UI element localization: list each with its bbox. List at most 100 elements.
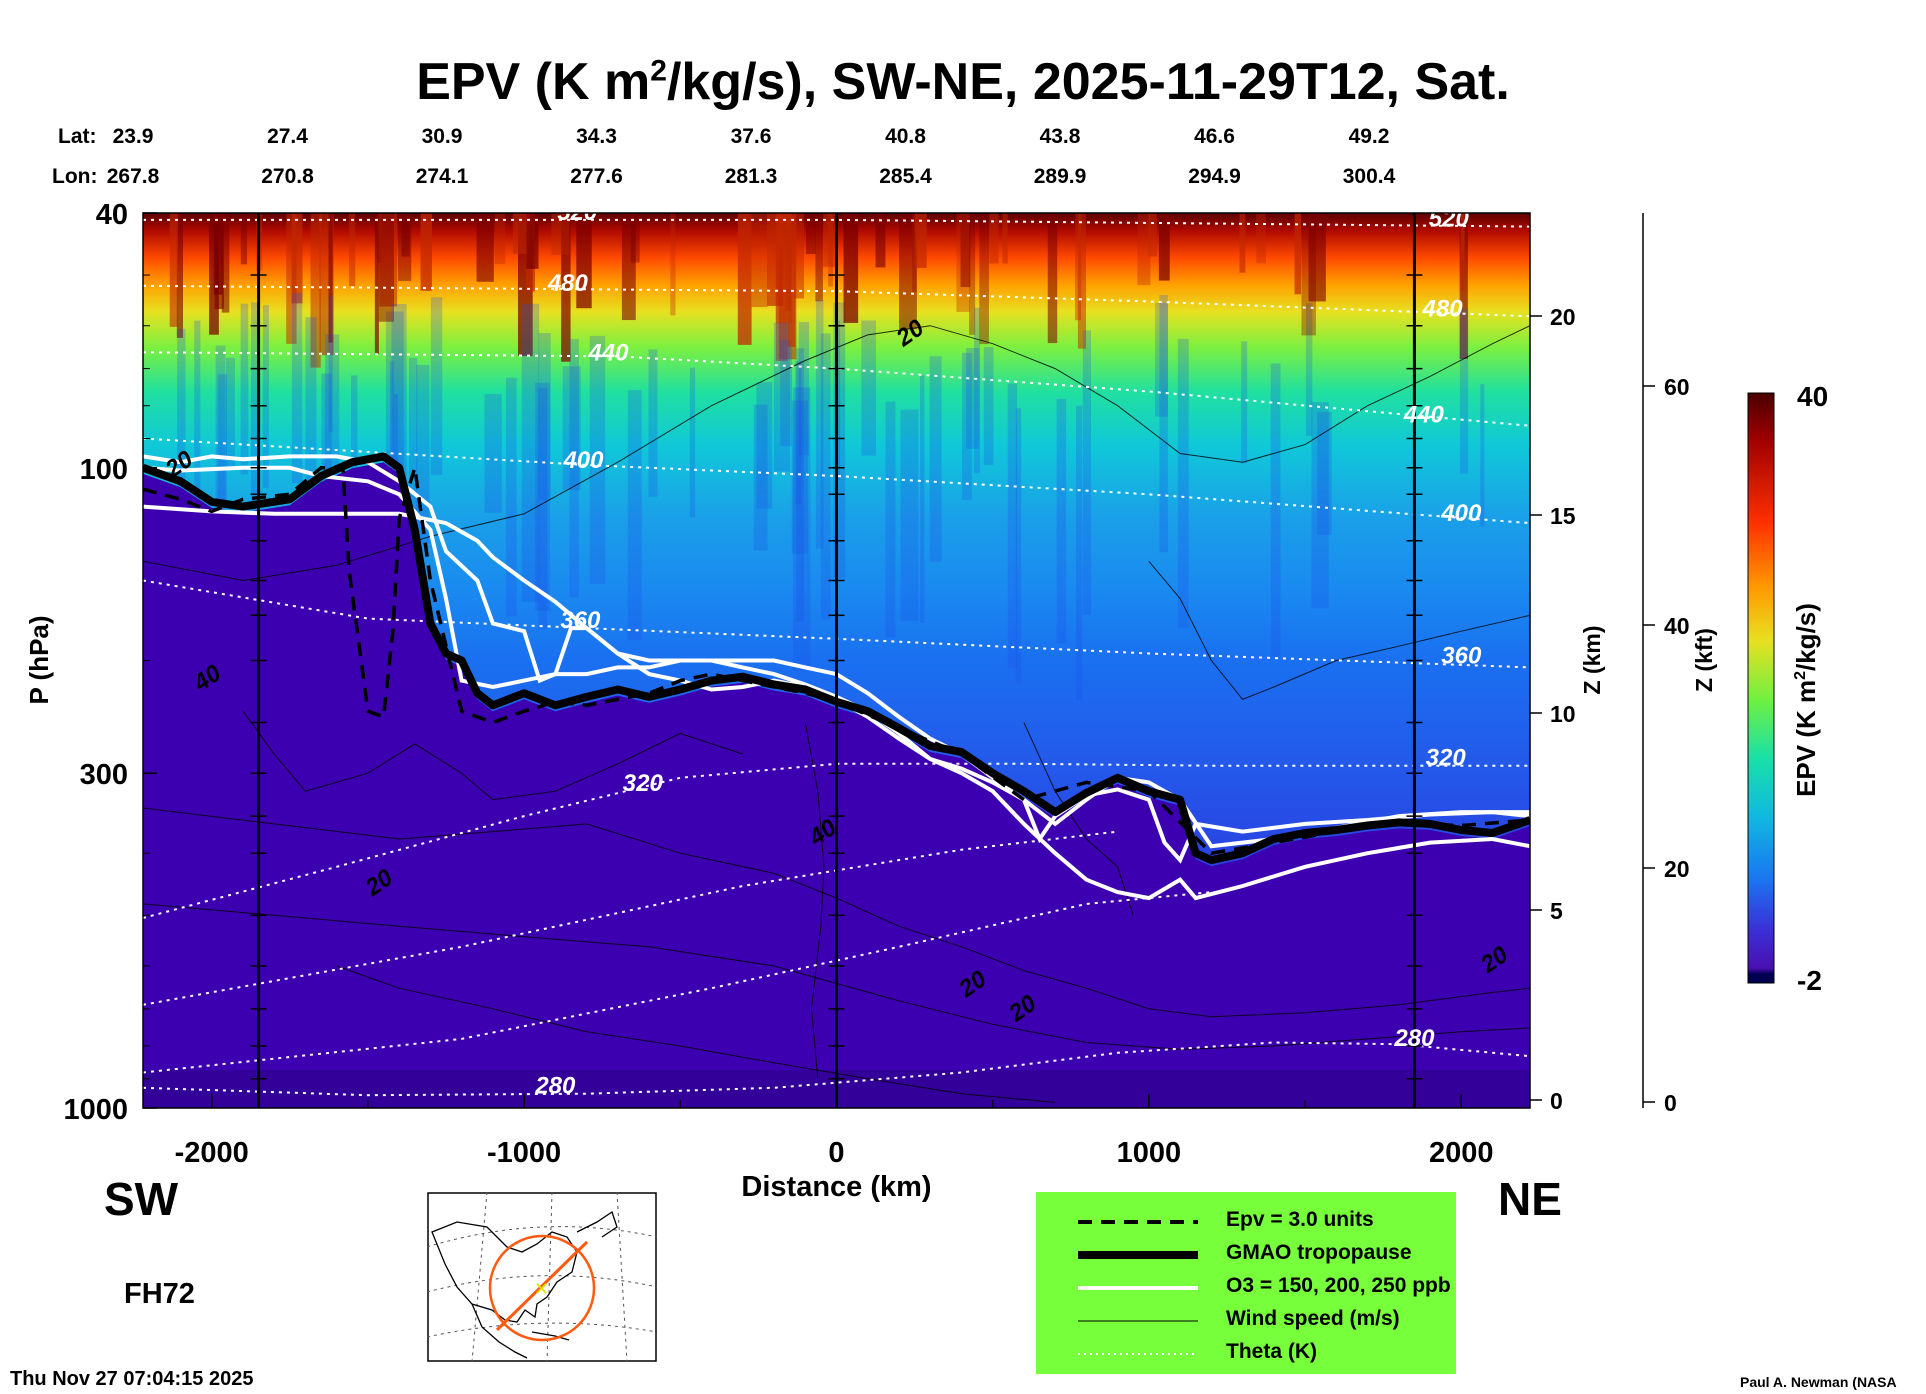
epv-streak [787,213,796,347]
theta-label: 280 [534,1073,576,1100]
epv-streak [756,382,773,509]
theta-contour [143,437,1530,525]
epv-streak [538,333,551,501]
ne-direction: NE [1498,1173,1562,1225]
epv-streak [538,387,548,630]
theta-label: 360 [560,607,601,634]
epv-streak [792,387,811,671]
epv-streak [806,213,816,255]
epv-streak [737,213,752,345]
epv-streak [551,213,570,255]
map-frame [427,1192,657,1362]
lon-value: 274.1 [415,165,469,188]
epv-streak [815,300,824,549]
lon-value: 294.9 [1188,165,1241,188]
lat-value: 27.4 [267,125,308,148]
lon-value: 289.9 [1033,165,1087,188]
theta-label: 360 [1441,642,1482,669]
epv-streak [969,213,976,335]
epv-streak [1460,213,1465,291]
y-tick-label: 300 [80,759,128,791]
colorbar-min-label: -2 [1797,965,1822,996]
epv-streak [484,393,502,513]
epv-streak [221,213,230,313]
epv-streak [1002,213,1008,264]
epv-streak [1137,213,1151,286]
epv-streak [1480,384,1485,527]
epv-streak [476,213,494,282]
epv-streak [251,302,258,524]
epv-streak [1305,303,1313,436]
theta-label: 400 [562,447,604,474]
legend-box: Epv = 3.0 units GMAO tropopause O3 = 150… [1036,1192,1456,1374]
lon-value: 300.4 [1342,165,1396,188]
epv-streak [1047,213,1058,344]
epv-streak [820,333,831,620]
epv-streak [1077,213,1087,349]
epv-streak [974,307,981,473]
lat-value: 49.2 [1348,125,1390,148]
epv-streak [1155,302,1168,417]
epv-streak [929,356,942,562]
epv-streak [215,345,226,545]
legend-epv-label: Epv = 3.0 units [1226,1208,1374,1231]
y-tick-label: 100 [80,454,128,486]
epv-streak [767,213,784,306]
author-credit: Paul A. Newman (NASA [1740,1374,1897,1390]
lat-value: 43.8 [1039,125,1081,148]
theta-label: 520 [1429,206,1470,233]
epv-streak [562,366,581,491]
epv-streak [773,322,791,472]
epv-streak [526,213,539,269]
epv-streak [989,213,999,264]
epv-streak [793,213,804,299]
theta-label: 320 [1426,745,1467,772]
epv-streak [176,213,184,338]
epv-streak [561,213,571,362]
lon-label: Lon: [52,165,98,188]
theta-label: 280 [1393,1025,1435,1052]
legend-wind-label: Wind speed (m/s) [1226,1307,1400,1330]
wind-contour [336,965,1056,1103]
epv-streak [796,348,804,622]
epv-streak [689,367,696,518]
chart-title: EPV (K m2/kg/s), SW-NE, 2025-11-29T12, S… [416,53,1510,111]
epv-streak [177,328,186,619]
epv-streak [833,302,846,579]
epv-streak [379,213,398,307]
range-circle [488,1234,596,1342]
epv-streak [798,322,809,456]
epv-streak [962,352,972,500]
epv-streak [966,348,980,449]
epv-streak [225,357,235,469]
theta-contour [143,284,1530,318]
x-tick-label: 1000 [1117,1137,1182,1169]
epv-streak [286,213,297,344]
z-km-tick-label: 20 [1550,304,1576,330]
epv-streak [1159,295,1168,553]
z-km-tick-label: 10 [1550,701,1576,727]
epv-streak [328,213,333,343]
caribbean-islands [531,1331,570,1341]
legend-theta-label: Theta (K) [1226,1340,1317,1363]
epv-streak [1256,213,1267,264]
theta-contour [143,762,1530,919]
z-kft-axis-label: Z (kft) [1691,628,1717,692]
wind-contour [804,722,825,1079]
epv-streak [885,401,896,638]
epv-streak [505,377,517,617]
epv-streak [828,213,833,287]
coastline-north-america [431,1221,578,1323]
epv-streak [751,213,768,308]
tropopause-and-ozone-lines [143,452,1530,901]
z-kft-tick-label: 60 [1664,374,1690,400]
z-km-axis-label: Z (km) [1579,626,1605,695]
epv-streak [875,213,886,268]
epv-streak [393,394,399,524]
epv-streak [1239,213,1246,273]
y-tick-label: 1000 [63,1094,128,1126]
epv-streak [1007,383,1018,669]
gmao-tropopause-line [143,452,1530,865]
